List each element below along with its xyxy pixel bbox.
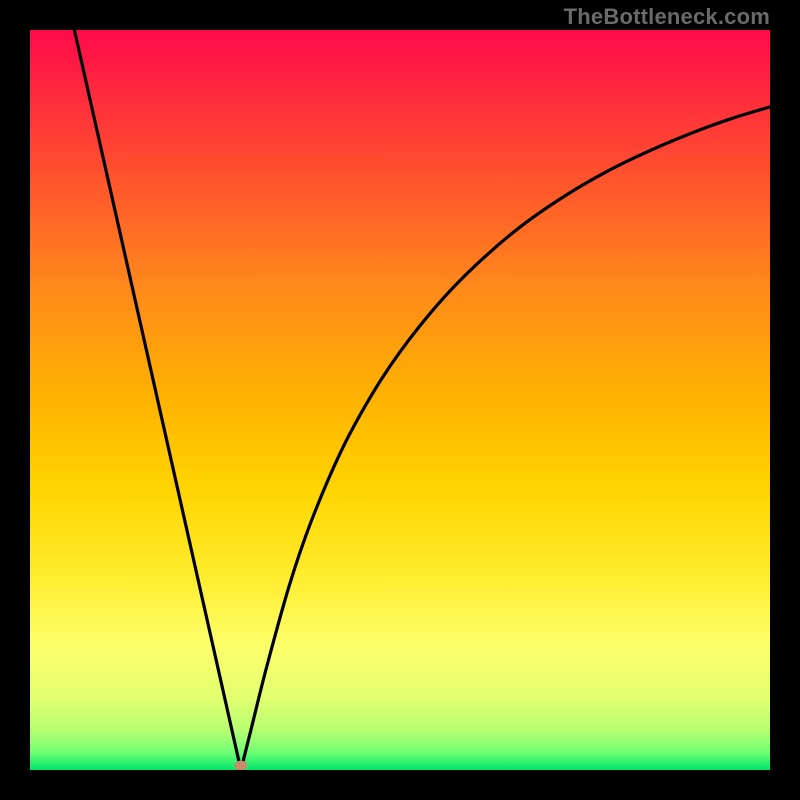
watermark-text: TheBottleneck.com [564,4,770,30]
plot-svg [30,30,770,770]
plot-area [30,30,770,770]
gradient-background [30,30,770,770]
chart-frame: TheBottleneck.com [0,0,800,800]
